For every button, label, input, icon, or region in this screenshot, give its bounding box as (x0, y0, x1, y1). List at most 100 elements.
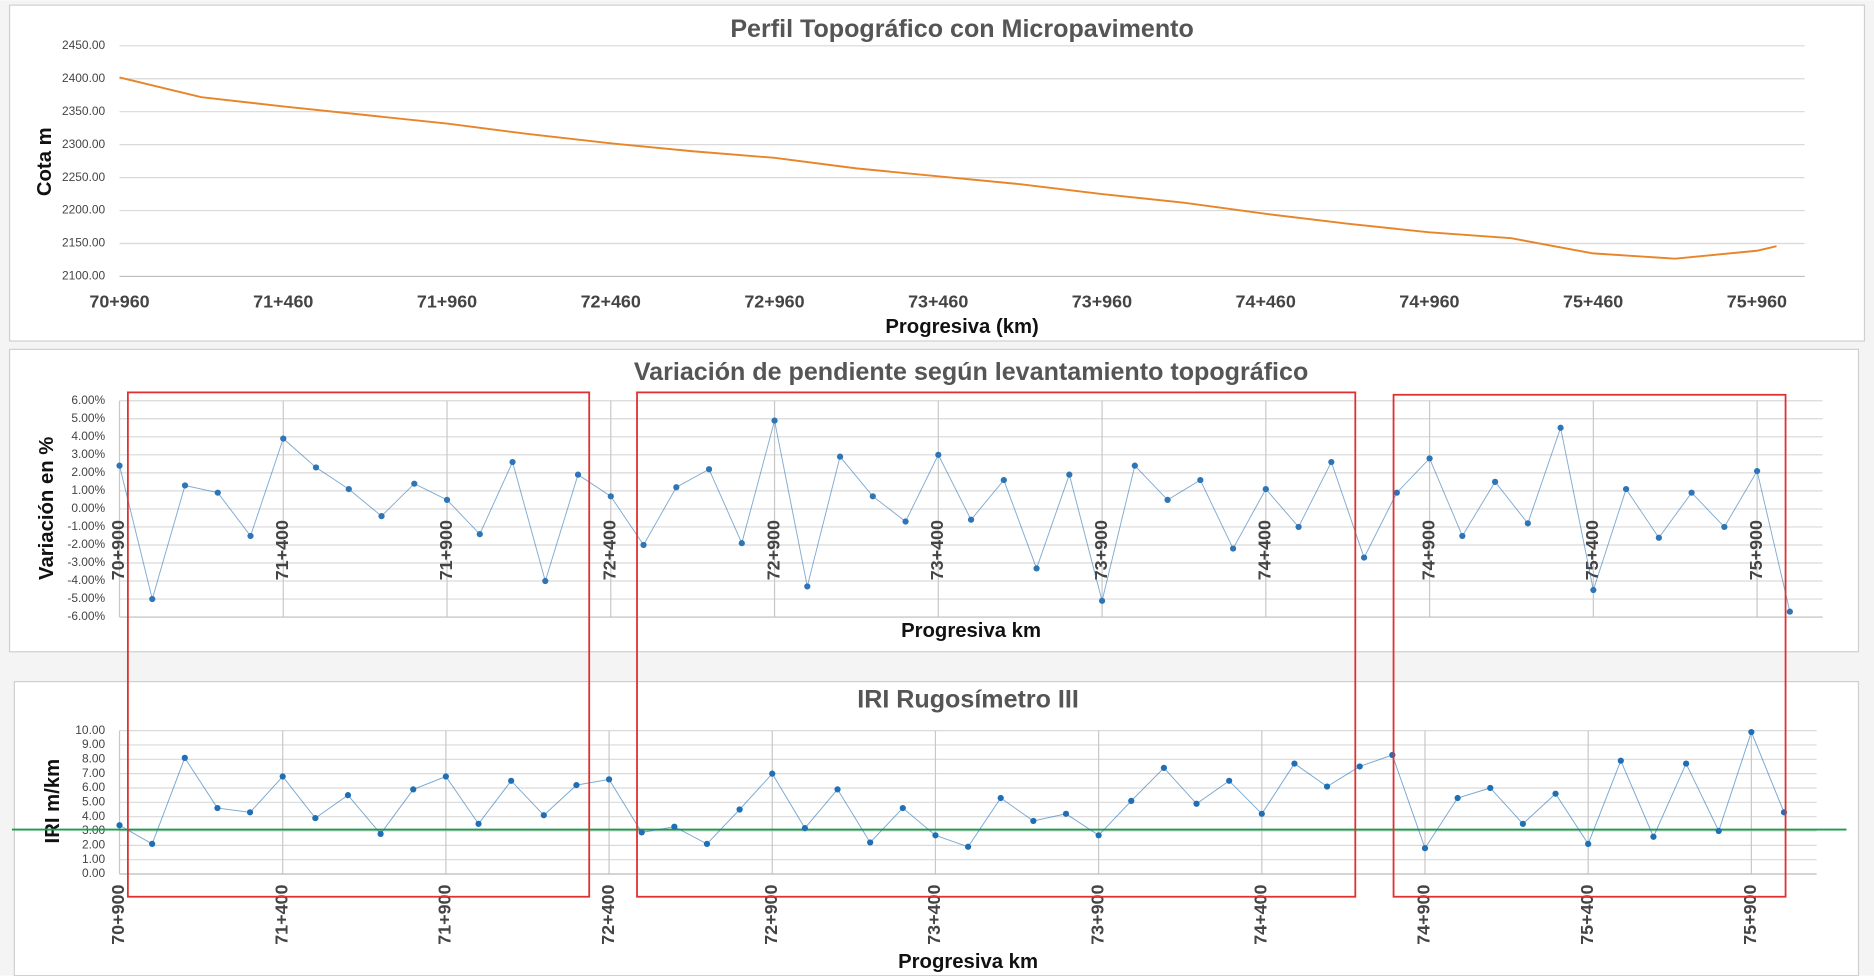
data-point (181, 754, 188, 761)
data-point (801, 825, 808, 832)
x-tick-label: 74+400 (1251, 885, 1271, 945)
x-tick-label: 73+900 (1087, 885, 1107, 945)
data-point (1095, 832, 1102, 839)
x-tick-label: 71+400 (272, 520, 292, 580)
data-point (442, 773, 449, 780)
data-point (1197, 476, 1204, 484)
data-point (1098, 597, 1106, 604)
data-point (638, 829, 645, 836)
data-point (607, 493, 614, 500)
y-tick-label: 5.00% (71, 411, 105, 425)
data-point (1323, 783, 1331, 790)
x-axis-title: Progresiva km (901, 620, 1041, 642)
y-axis-title: Variación en % (36, 437, 58, 580)
data-point (836, 453, 844, 460)
y-tick-label: 2100.00 (62, 269, 106, 283)
charts: Perfil Topográfico con Micropavimento Pro… (11, 15, 1847, 973)
x-tick-label: 74+960 (1399, 291, 1459, 311)
data-point (703, 840, 711, 848)
highlight-box (636, 391, 1357, 898)
data-point (1030, 817, 1037, 825)
y-tick-label: -4.00% (67, 573, 105, 587)
data-point (1557, 424, 1564, 431)
y-tick-label: 3.00% (71, 447, 105, 461)
data-point (116, 822, 123, 829)
y-tick-label: 5.00 (82, 794, 106, 808)
y-tick-label: 6.00 (82, 780, 106, 794)
data-point (1393, 489, 1400, 496)
data-point (997, 794, 1004, 802)
data-point (1193, 800, 1200, 807)
highlight-box (126, 391, 591, 898)
y-tick-label: 2350.00 (62, 104, 106, 118)
data-point (476, 531, 483, 538)
data-point (214, 804, 221, 812)
x-tick-label: 73+460 (908, 291, 968, 311)
data-point (1590, 586, 1597, 594)
data-point (149, 840, 156, 848)
x-tick-label: 71+900 (435, 885, 455, 945)
data-point (1291, 760, 1298, 767)
data-point (1491, 478, 1499, 485)
y-tick-label: -5.00% (67, 591, 105, 605)
data-point (1131, 462, 1138, 469)
x-tick-label: 72+960 (744, 291, 804, 311)
data-point (1519, 820, 1527, 827)
data-point (377, 830, 384, 837)
data-point (671, 823, 678, 830)
x-tick-label: 72+400 (600, 520, 620, 580)
data-point (1226, 777, 1233, 784)
data-point (605, 776, 613, 783)
y-tick-label: 4.00 (82, 809, 106, 823)
y-tick-label: 2200.00 (62, 203, 106, 217)
y-tick-label: 8.00 (82, 751, 106, 765)
data-point (410, 786, 417, 793)
data-point (736, 806, 743, 813)
series-line (119, 420, 1791, 612)
y-tick-label: 1.00 (82, 852, 106, 866)
y-axis-title: Cota m (34, 127, 56, 196)
data-point (1688, 489, 1695, 496)
data-point (214, 489, 221, 496)
data-point (834, 786, 841, 793)
x-tick-label: 72+900 (763, 520, 783, 580)
data-point (509, 458, 516, 466)
data-point (964, 843, 972, 850)
data-point (280, 435, 287, 442)
data-point (1622, 485, 1630, 493)
data-point (1062, 810, 1070, 817)
x-tick-label: 71+900 (436, 520, 456, 580)
data-point (1617, 757, 1624, 764)
data-point (1229, 545, 1237, 552)
x-tick-label: 73+960 (1072, 291, 1132, 311)
y-tick-label: 10.00 (75, 723, 105, 737)
x-tick-label: 70+900 (108, 520, 128, 580)
y-tick-label: -6.00% (67, 609, 105, 623)
x-tick-label: 73+400 (924, 885, 944, 945)
chart-title: Perfil Topográfico con Micropavimento (730, 15, 1194, 43)
x-tick-label: 71+460 (253, 291, 313, 311)
data-point (542, 577, 549, 585)
y-tick-label: 2250.00 (62, 170, 106, 184)
x-tick-label: 72+460 (581, 291, 641, 311)
data-point (508, 777, 515, 784)
data-point (312, 814, 319, 822)
data-point (1459, 532, 1466, 540)
data-point (1786, 608, 1793, 615)
data-point (246, 809, 254, 816)
data-point (279, 773, 286, 780)
y-tick-label: 9.00 (82, 737, 106, 751)
data-point (1033, 565, 1040, 572)
data-point (345, 485, 352, 493)
data-point (149, 595, 156, 603)
x-axis-title: Progresiva (km) (885, 316, 1038, 338)
data-point (899, 804, 906, 812)
y-tick-label: 2150.00 (62, 236, 106, 250)
y-tick-label: 6.00% (71, 393, 105, 407)
y-tick-label: 0.00% (71, 501, 105, 515)
x-tick-label: 72+900 (761, 885, 781, 945)
data-point (1487, 784, 1494, 792)
data-point (1066, 471, 1073, 478)
data-point (1585, 840, 1592, 848)
y-tick-label: -2.00% (67, 537, 105, 551)
